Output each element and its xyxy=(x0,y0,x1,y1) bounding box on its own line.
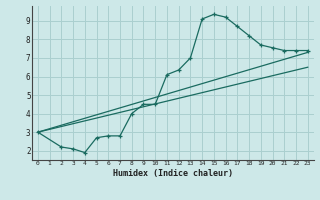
X-axis label: Humidex (Indice chaleur): Humidex (Indice chaleur) xyxy=(113,169,233,178)
